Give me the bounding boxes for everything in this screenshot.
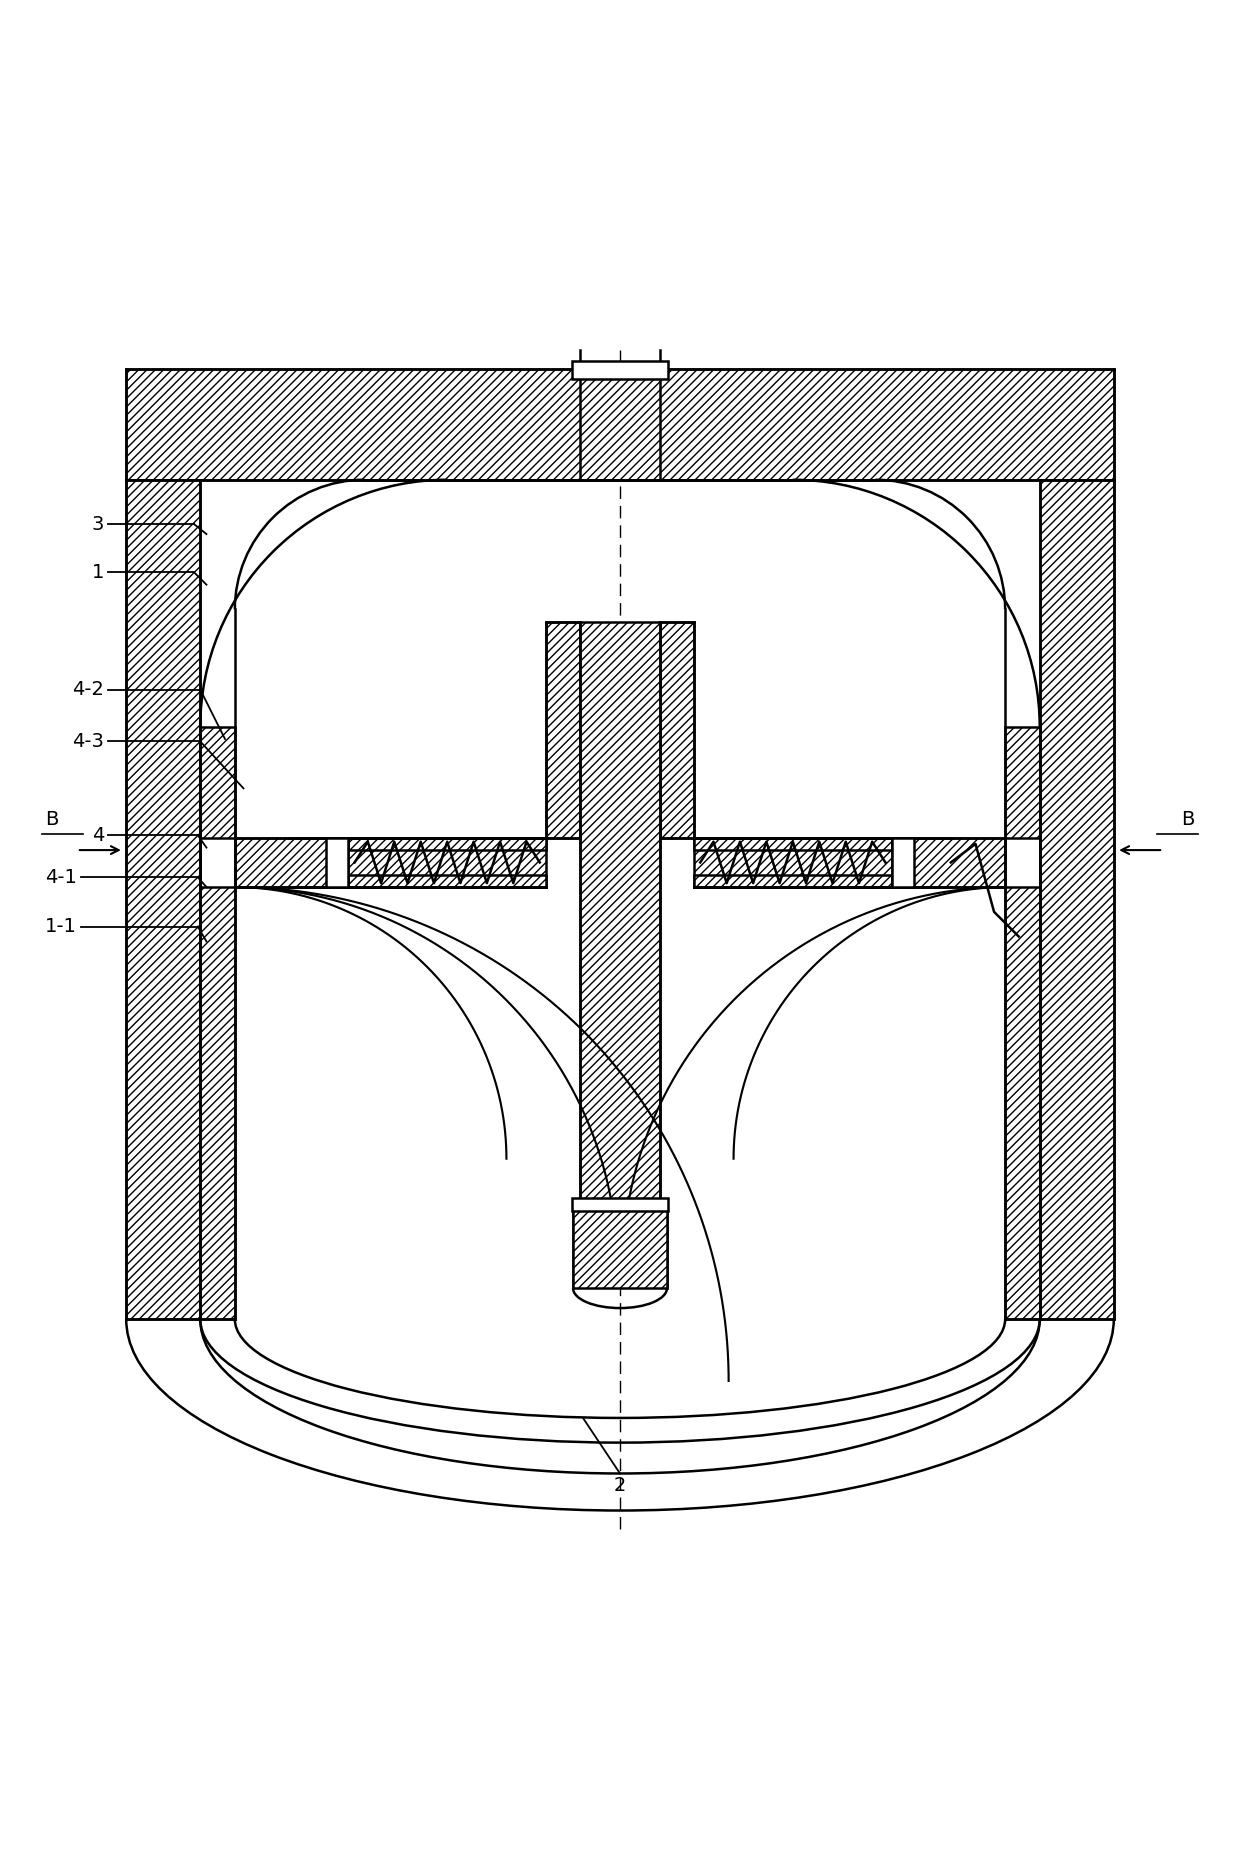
- Bar: [892, 837, 914, 888]
- Bar: [694, 837, 892, 850]
- Text: 4-3: 4-3: [72, 732, 104, 751]
- Text: 3: 3: [92, 515, 104, 534]
- Bar: [694, 837, 1006, 888]
- Bar: [573, 1208, 667, 1289]
- Bar: [572, 361, 668, 378]
- Bar: [201, 888, 234, 1319]
- Bar: [126, 369, 1114, 479]
- Bar: [1006, 727, 1039, 837]
- Bar: [660, 622, 694, 837]
- Text: 4-2: 4-2: [72, 680, 104, 699]
- Bar: [326, 837, 348, 888]
- Text: 2: 2: [614, 1476, 626, 1495]
- Bar: [126, 479, 201, 1319]
- Bar: [580, 622, 660, 1208]
- Text: 1-1: 1-1: [45, 918, 77, 936]
- Bar: [201, 727, 234, 837]
- Bar: [546, 622, 580, 837]
- Bar: [234, 837, 546, 888]
- Bar: [348, 837, 546, 850]
- Text: 4-1: 4-1: [45, 867, 77, 886]
- Text: 1: 1: [92, 564, 104, 583]
- Bar: [1039, 479, 1114, 1319]
- Text: B: B: [46, 809, 58, 828]
- Bar: [348, 875, 546, 888]
- Bar: [572, 1199, 668, 1210]
- Text: B: B: [1182, 809, 1194, 828]
- Bar: [694, 875, 892, 888]
- Bar: [1006, 888, 1039, 1319]
- Text: 4: 4: [92, 826, 104, 845]
